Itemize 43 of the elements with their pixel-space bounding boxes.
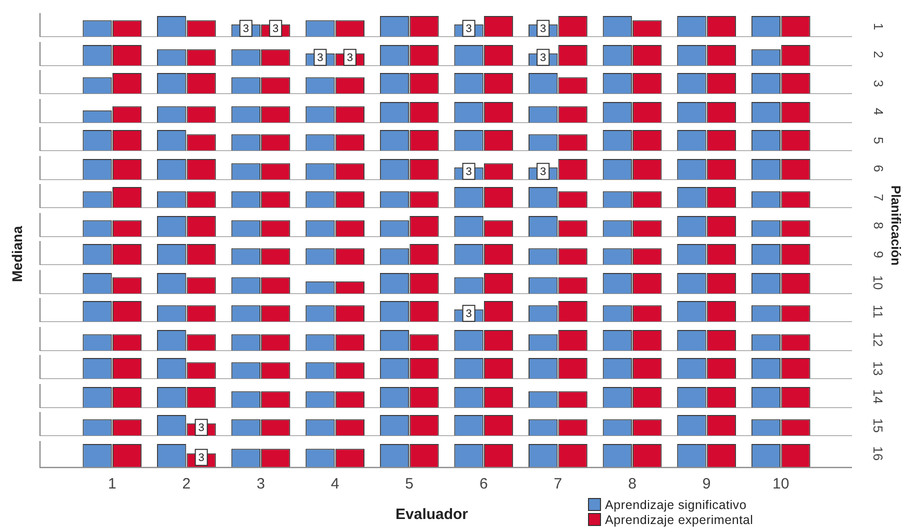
x-tick-label: 3: [256, 475, 265, 492]
data-label: 3: [540, 22, 546, 35]
data-label: 3: [317, 51, 324, 64]
x-tick-label: 6: [479, 475, 488, 492]
data-label: 3: [198, 422, 204, 434]
data-label: 3: [242, 22, 249, 35]
x-tick-label: 10: [772, 475, 790, 492]
y2-axis-title: 10: [870, 275, 886, 290]
y2-axis-title: 13: [870, 360, 886, 376]
y2-axis-title: 9: [870, 250, 886, 258]
x-tick-label: 8: [628, 475, 636, 492]
data-label: 3: [272, 22, 279, 35]
data-label: 3: [466, 165, 472, 178]
y2-axis-title: 12: [870, 332, 886, 347]
legend-label: Aprendizaje experimental: [605, 512, 754, 526]
y2-axis-title: 16: [870, 446, 886, 461]
data-label: 3: [198, 451, 204, 464]
data-label: 3: [346, 51, 353, 64]
x-tick-label: 5: [405, 475, 414, 492]
y2-axis-title: 2: [870, 50, 886, 58]
x-tick-label: 9: [702, 475, 711, 492]
data-label: 3: [540, 165, 546, 178]
data-label: 3: [466, 22, 472, 35]
y-axis-title: Mediana: [9, 226, 26, 282]
y2-axis-title: 5: [870, 136, 886, 144]
x-axis-title: Evaluador: [396, 506, 468, 522]
y2-axis-title: 8: [870, 222, 886, 230]
x-tick-label: 7: [554, 475, 562, 492]
text: Planificación: [888, 185, 904, 266]
y2-axis-title: 4: [870, 108, 886, 116]
x-tick-label: 2: [182, 475, 191, 492]
y2-axis-title: 14: [870, 389, 886, 404]
x-tick-label: 4: [330, 475, 340, 492]
legend-label: Aprendizaje significativo: [605, 498, 747, 512]
y2-axis-title: 6: [870, 164, 886, 172]
y2-axis-title: 7: [870, 193, 886, 201]
data-label: 3: [540, 51, 546, 64]
y2-axis-title: 11: [870, 304, 886, 318]
y2-axis-title: 15: [870, 418, 886, 432]
x-tick-label: 1: [108, 475, 116, 492]
y2-axis-title: 1: [870, 22, 886, 30]
data-label: 3: [466, 308, 472, 320]
y2-axis-title: 3: [870, 79, 886, 87]
